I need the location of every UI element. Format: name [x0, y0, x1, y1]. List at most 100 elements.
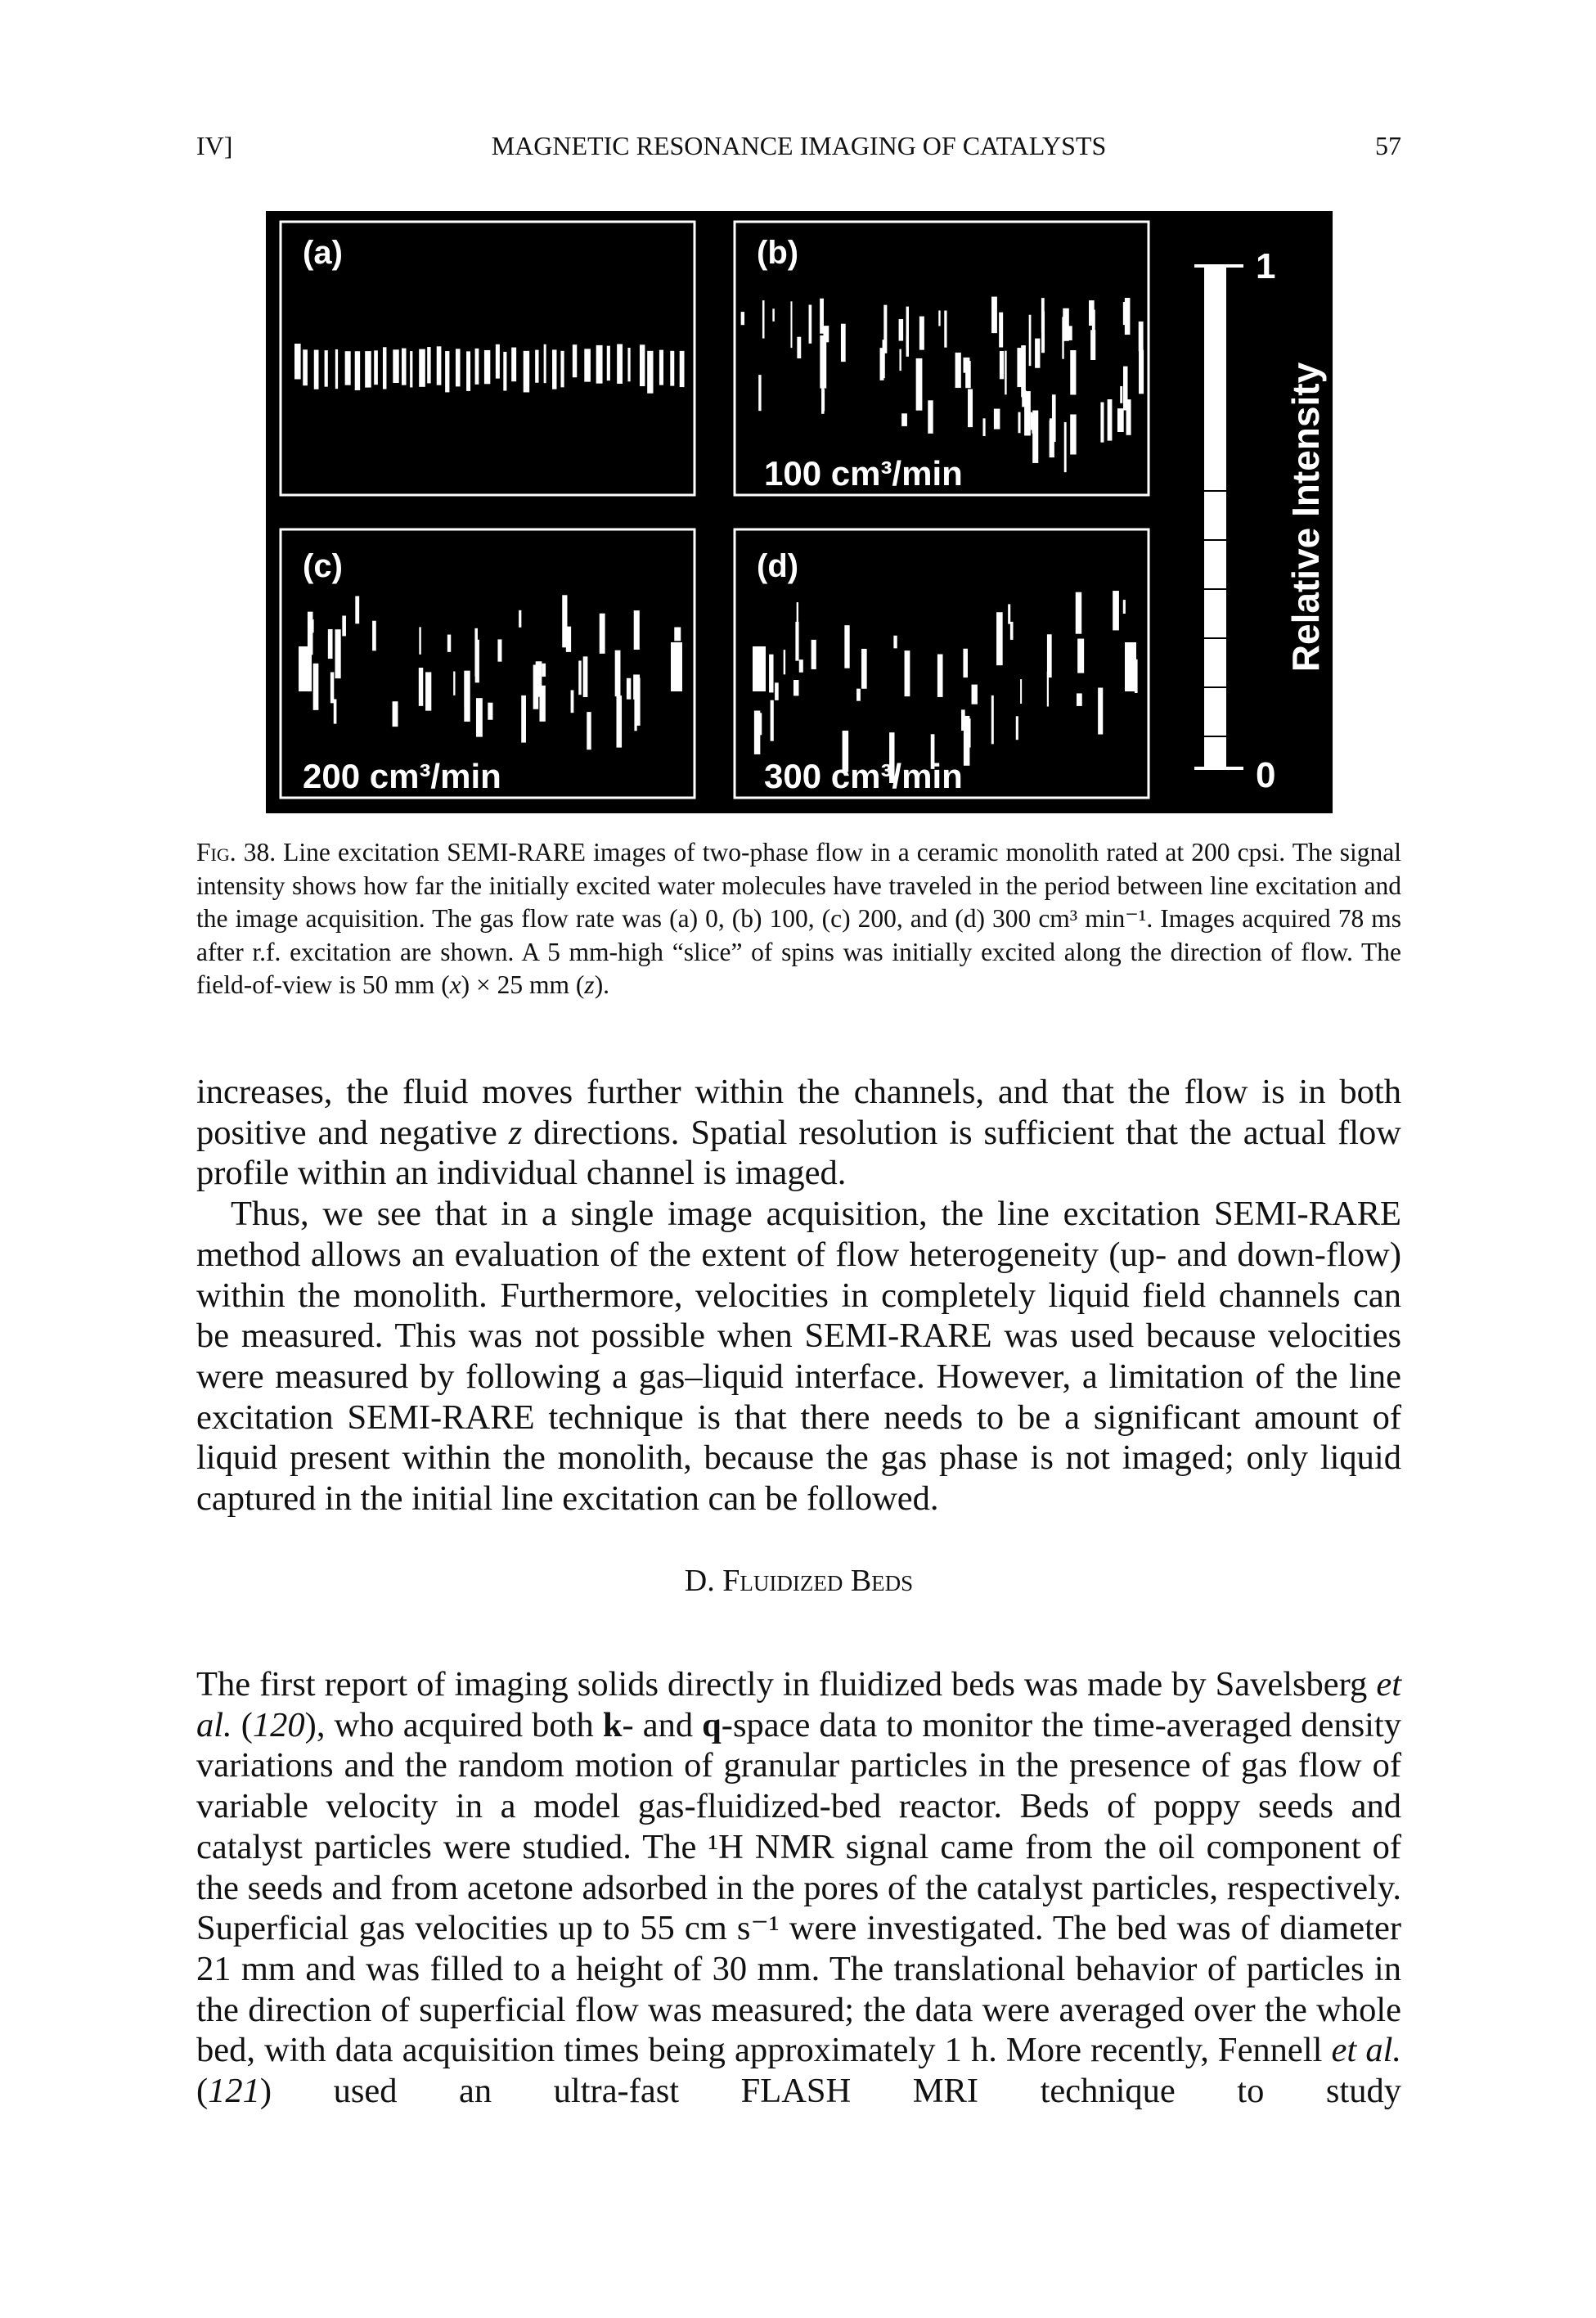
panel-label: (b) — [757, 235, 798, 271]
signal-streak — [904, 650, 910, 697]
running-title: MAGNETIC RESONANCE IMAGING OF CATALYSTS — [491, 131, 1107, 160]
section-heading: D. Fluidized Beds — [684, 1564, 914, 1598]
signal-streak — [418, 668, 424, 706]
signal-streak — [419, 349, 425, 387]
panel-label: (a) — [303, 235, 343, 271]
signal-streak — [879, 348, 884, 380]
signal-streak — [670, 350, 675, 386]
signal-streak — [772, 308, 775, 322]
signal-streak — [466, 351, 471, 391]
signal-streak — [999, 312, 1004, 348]
signal-streak — [354, 351, 361, 390]
signal-streak — [659, 349, 664, 385]
signal-streak — [1076, 693, 1082, 706]
signal-streak — [1125, 642, 1136, 691]
signal-streak — [901, 413, 907, 426]
signal-streak — [769, 654, 774, 693]
signal-streak — [552, 349, 557, 389]
signal-streak — [303, 349, 308, 386]
signal-streak — [1070, 414, 1077, 455]
signal-streak — [372, 620, 376, 651]
signal-streak — [982, 418, 986, 437]
signal-streak — [533, 664, 539, 709]
signal-streak — [993, 408, 1000, 430]
caption-text: Line excitation SEMI-RARE images of two-… — [196, 838, 1401, 999]
signal-streak — [419, 627, 421, 655]
signal-streak — [1138, 321, 1144, 352]
paragraph: The first report of imaging solids direc… — [196, 1664, 1401, 2112]
signal-streak — [523, 713, 527, 727]
signal-streak — [915, 358, 923, 411]
signal-streak — [572, 344, 578, 378]
signal-streak — [633, 674, 641, 700]
running-header: IV] MAGNETIC RESONANCE IMAGING OF CATALY… — [196, 131, 1401, 167]
signal-streak — [919, 316, 924, 350]
signal-streak — [928, 400, 933, 434]
signal-streak — [1120, 385, 1123, 403]
paragraph: increases, the fluid moves further withi… — [196, 1072, 1401, 1194]
text-run: ( — [196, 2072, 209, 2111]
signal-streak — [401, 348, 407, 385]
signal-streak — [1041, 311, 1045, 353]
signal-streak — [823, 326, 829, 343]
signal-streak — [495, 344, 500, 379]
signal-streak — [497, 639, 502, 662]
signal-streak — [634, 695, 637, 731]
signal-streak — [1049, 420, 1054, 458]
signal-streak — [991, 695, 994, 745]
colorbar-ticks — [1204, 490, 1226, 737]
colorbar-end-ticks — [1194, 264, 1243, 770]
signal-streak — [1032, 413, 1038, 434]
signal-streak — [1015, 716, 1018, 740]
signal-streak — [543, 344, 546, 384]
chapter-number: IV] — [196, 131, 233, 160]
signal-streak — [775, 682, 779, 700]
figure: (a) (b) (c) (d) 100 cm³/min 200 cm³/min … — [266, 211, 1333, 813]
signal-streak — [312, 663, 319, 710]
signal-streak — [906, 306, 910, 357]
signal-streak — [1089, 300, 1095, 326]
signal-streak — [523, 350, 530, 393]
signal-streak — [1005, 350, 1007, 395]
italic-run: z — [508, 1113, 523, 1152]
figure-background — [266, 211, 1333, 813]
signal-streak — [1063, 308, 1069, 341]
signal-streak — [633, 610, 640, 650]
signal-streak — [596, 344, 603, 384]
signal-streak — [1139, 349, 1144, 394]
signal-streak — [1024, 391, 1031, 436]
italic-run: 121 — [208, 2072, 260, 2111]
signal-streak — [944, 310, 947, 348]
signal-streak — [474, 639, 479, 683]
signal-streak — [1066, 326, 1072, 340]
signal-streak — [1122, 302, 1126, 326]
signal-streak — [427, 347, 431, 384]
signal-streak — [483, 349, 491, 385]
signal-streak — [861, 648, 867, 689]
signal-streak — [614, 650, 621, 697]
colorbar-min: 0 — [1256, 755, 1275, 795]
signal-streak — [963, 648, 968, 678]
signal-streak — [560, 350, 564, 388]
signal-streak — [783, 650, 786, 675]
signal-streak — [842, 730, 849, 772]
signal-streak — [570, 690, 574, 713]
signal-streak — [1046, 634, 1052, 678]
image-signal — [294, 296, 1144, 783]
signal-streak — [820, 335, 827, 389]
italic-run: et al. — [1331, 2031, 1401, 2070]
signal-streak — [1028, 314, 1032, 367]
signal-streak — [999, 350, 1005, 380]
text-run: -space data to monitor the time-averaged… — [196, 1705, 1401, 2070]
signal-streak — [937, 654, 943, 697]
text-run: ) × 25 mm ( — [461, 970, 585, 999]
text-run: Thus, we see that in a single image acqu… — [196, 1195, 1401, 1519]
signal-streak — [898, 319, 904, 341]
signal-streak — [519, 610, 522, 628]
italic-run: z — [584, 970, 595, 999]
signal-streak — [889, 732, 895, 783]
signal-streak — [330, 672, 335, 704]
signal-streak — [313, 349, 319, 389]
signal-streak — [1075, 592, 1082, 634]
